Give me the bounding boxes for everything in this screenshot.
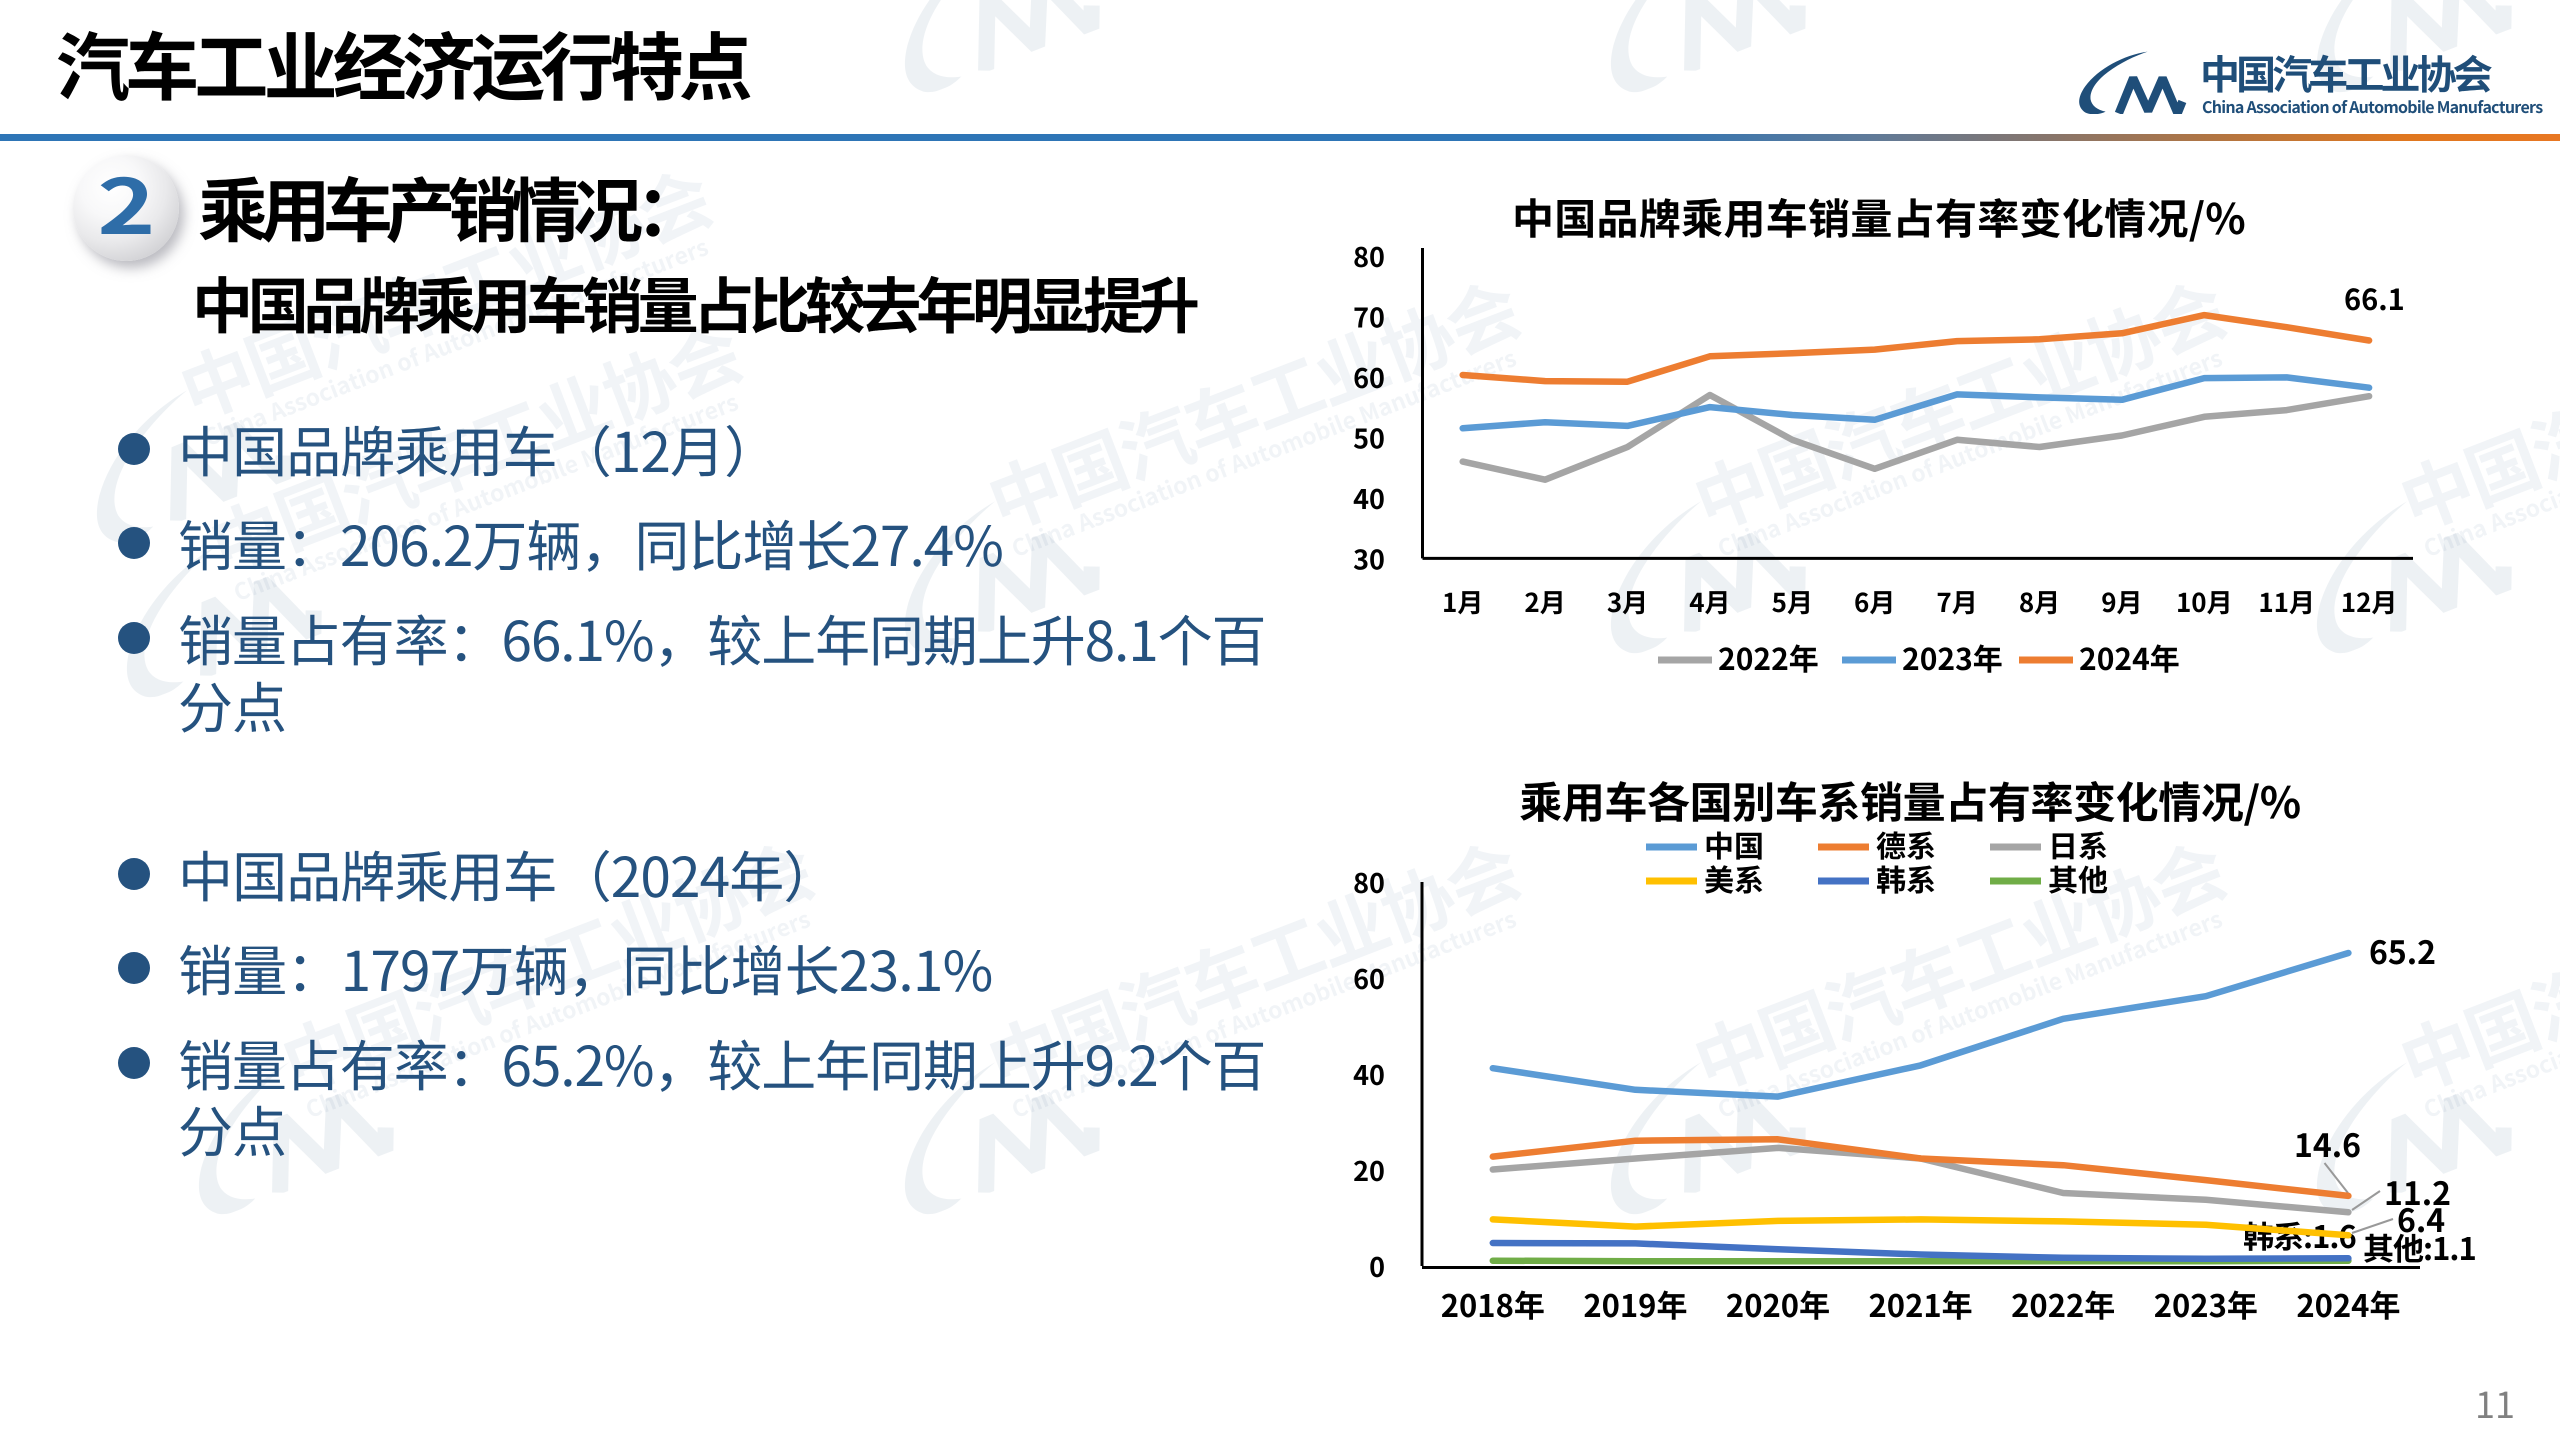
- svg-text:2020年: 2020年: [1726, 1281, 1830, 1326]
- svg-text:14.6: 14.6: [2294, 1121, 2361, 1167]
- svg-text:4月: 4月: [1689, 583, 1730, 620]
- svg-text:0: 0: [1369, 1246, 1385, 1285]
- svg-text:30: 30: [1353, 538, 1385, 577]
- svg-text:40: 40: [1353, 1054, 1385, 1093]
- svg-text:2021年: 2021年: [1869, 1281, 1973, 1326]
- svg-text:3月: 3月: [1607, 583, 1648, 620]
- svg-text:50: 50: [1353, 417, 1385, 456]
- svg-text:12月: 12月: [2341, 583, 2398, 620]
- svg-text:其他: 其他: [2048, 856, 2108, 900]
- svg-text:80: 80: [1353, 862, 1385, 901]
- svg-text:2024年: 2024年: [2296, 1281, 2400, 1326]
- svg-text:1月: 1月: [1442, 583, 1483, 620]
- svg-text:其他:1.1: 其他:1.1: [2363, 1224, 2476, 1269]
- svg-text:10月: 10月: [2176, 583, 2233, 620]
- svg-text:2022年: 2022年: [1718, 635, 1819, 679]
- svg-text:7月: 7月: [1936, 583, 1977, 620]
- svg-text:40: 40: [1353, 478, 1385, 517]
- svg-text:韩系: 韩系: [1876, 856, 1936, 900]
- svg-text:美系: 美系: [1704, 856, 1764, 900]
- svg-text:日系: 日系: [2048, 822, 2108, 866]
- svg-text:5月: 5月: [1772, 583, 1813, 620]
- svg-text:20: 20: [1353, 1150, 1385, 1189]
- svg-text:11月: 11月: [2258, 583, 2315, 620]
- svg-text:60: 60: [1353, 958, 1385, 997]
- svg-text:6.4: 6.4: [2397, 1196, 2445, 1242]
- svg-text:80: 80: [1353, 236, 1385, 275]
- svg-text:9月: 9月: [2101, 583, 2142, 620]
- svg-text:德系: 德系: [1876, 822, 1936, 866]
- svg-text:中国: 中国: [1704, 822, 1764, 866]
- svg-text:8月: 8月: [2019, 583, 2060, 620]
- svg-text:66.1: 66.1: [2344, 277, 2405, 319]
- svg-text:2022年: 2022年: [2011, 1281, 2115, 1326]
- svg-text:6月: 6月: [1854, 583, 1895, 620]
- svg-text:2月: 2月: [1524, 583, 1565, 620]
- svg-text:2018年: 2018年: [1441, 1281, 1545, 1326]
- svg-text:乘用车各国别车系销量占有率变化情况/%: 乘用车各国别车系销量占有率变化情况/%: [1519, 769, 2300, 831]
- svg-text:11.2: 11.2: [2384, 1169, 2451, 1215]
- svg-text:2023年: 2023年: [1902, 635, 2003, 679]
- svg-text:2019年: 2019年: [1583, 1281, 1687, 1326]
- svg-text:70: 70: [1353, 296, 1385, 335]
- svg-text:65.2: 65.2: [2369, 928, 2436, 974]
- svg-text:2023年: 2023年: [2154, 1281, 2258, 1326]
- svg-text:2024年: 2024年: [2079, 635, 2180, 679]
- svg-text:60: 60: [1353, 357, 1385, 396]
- svg-text:中国品牌乘用车销量占有率变化情况/%: 中国品牌乘用车销量占有率变化情况/%: [1512, 186, 2246, 247]
